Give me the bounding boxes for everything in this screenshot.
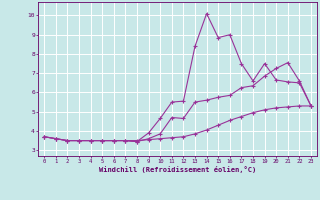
X-axis label: Windchill (Refroidissement éolien,°C): Windchill (Refroidissement éolien,°C) [99, 166, 256, 173]
